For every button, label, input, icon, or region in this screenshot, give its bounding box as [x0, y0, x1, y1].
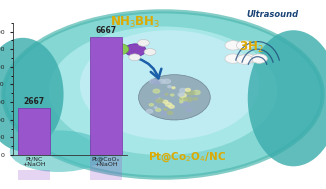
Circle shape — [181, 102, 188, 106]
Circle shape — [180, 97, 186, 100]
Bar — [18, 108, 51, 155]
Circle shape — [240, 54, 256, 63]
Circle shape — [180, 101, 183, 103]
Circle shape — [155, 96, 158, 98]
Circle shape — [150, 79, 156, 83]
Ellipse shape — [3, 11, 323, 178]
Ellipse shape — [80, 30, 259, 140]
FancyArrowPatch shape — [138, 58, 161, 78]
Circle shape — [125, 44, 146, 56]
Circle shape — [236, 41, 253, 50]
Circle shape — [185, 88, 190, 91]
Circle shape — [144, 49, 156, 55]
Text: 2667: 2667 — [24, 97, 45, 106]
Circle shape — [188, 91, 195, 95]
Circle shape — [129, 54, 141, 61]
Circle shape — [165, 93, 168, 95]
Circle shape — [225, 41, 241, 50]
Circle shape — [172, 87, 175, 89]
Circle shape — [169, 105, 174, 108]
Circle shape — [149, 104, 154, 106]
Circle shape — [178, 93, 184, 96]
Circle shape — [154, 107, 157, 108]
Circle shape — [102, 50, 113, 56]
Circle shape — [156, 108, 161, 111]
Circle shape — [194, 98, 197, 100]
Bar — [18, 170, 51, 180]
Circle shape — [236, 55, 253, 64]
Circle shape — [109, 43, 129, 55]
Circle shape — [251, 54, 267, 63]
Circle shape — [159, 79, 166, 83]
Circle shape — [164, 108, 167, 110]
Bar — [90, 37, 122, 155]
Circle shape — [153, 89, 160, 93]
Circle shape — [102, 42, 113, 49]
Text: Ultrasound: Ultrasound — [246, 10, 298, 19]
Circle shape — [185, 97, 192, 101]
Circle shape — [163, 100, 168, 103]
Circle shape — [146, 109, 153, 113]
Circle shape — [111, 53, 123, 60]
Circle shape — [180, 98, 187, 101]
Ellipse shape — [49, 26, 277, 155]
Circle shape — [163, 79, 170, 83]
Text: 6667: 6667 — [95, 26, 116, 35]
Circle shape — [163, 94, 166, 96]
Circle shape — [151, 80, 158, 84]
Circle shape — [185, 91, 191, 94]
Circle shape — [138, 40, 149, 46]
Circle shape — [155, 81, 160, 84]
Circle shape — [168, 86, 171, 88]
Ellipse shape — [0, 38, 64, 151]
Ellipse shape — [248, 30, 326, 166]
Circle shape — [162, 112, 167, 115]
Text: Pt@Co$_2$O$_4$/NC: Pt@Co$_2$O$_4$/NC — [148, 150, 227, 164]
Bar — [90, 155, 122, 180]
Circle shape — [225, 54, 241, 63]
Ellipse shape — [10, 130, 108, 172]
Circle shape — [168, 112, 172, 114]
Circle shape — [166, 103, 171, 106]
Circle shape — [170, 94, 174, 96]
Circle shape — [184, 98, 188, 100]
Ellipse shape — [139, 75, 210, 120]
Text: NH$_3$BH$_3$: NH$_3$BH$_3$ — [110, 15, 160, 30]
Circle shape — [156, 98, 163, 102]
Circle shape — [187, 108, 192, 112]
Circle shape — [193, 91, 200, 94]
Circle shape — [180, 88, 186, 92]
Circle shape — [182, 98, 187, 101]
Circle shape — [180, 93, 186, 97]
Text: 3H$_2$: 3H$_2$ — [239, 40, 263, 55]
Circle shape — [157, 98, 160, 99]
